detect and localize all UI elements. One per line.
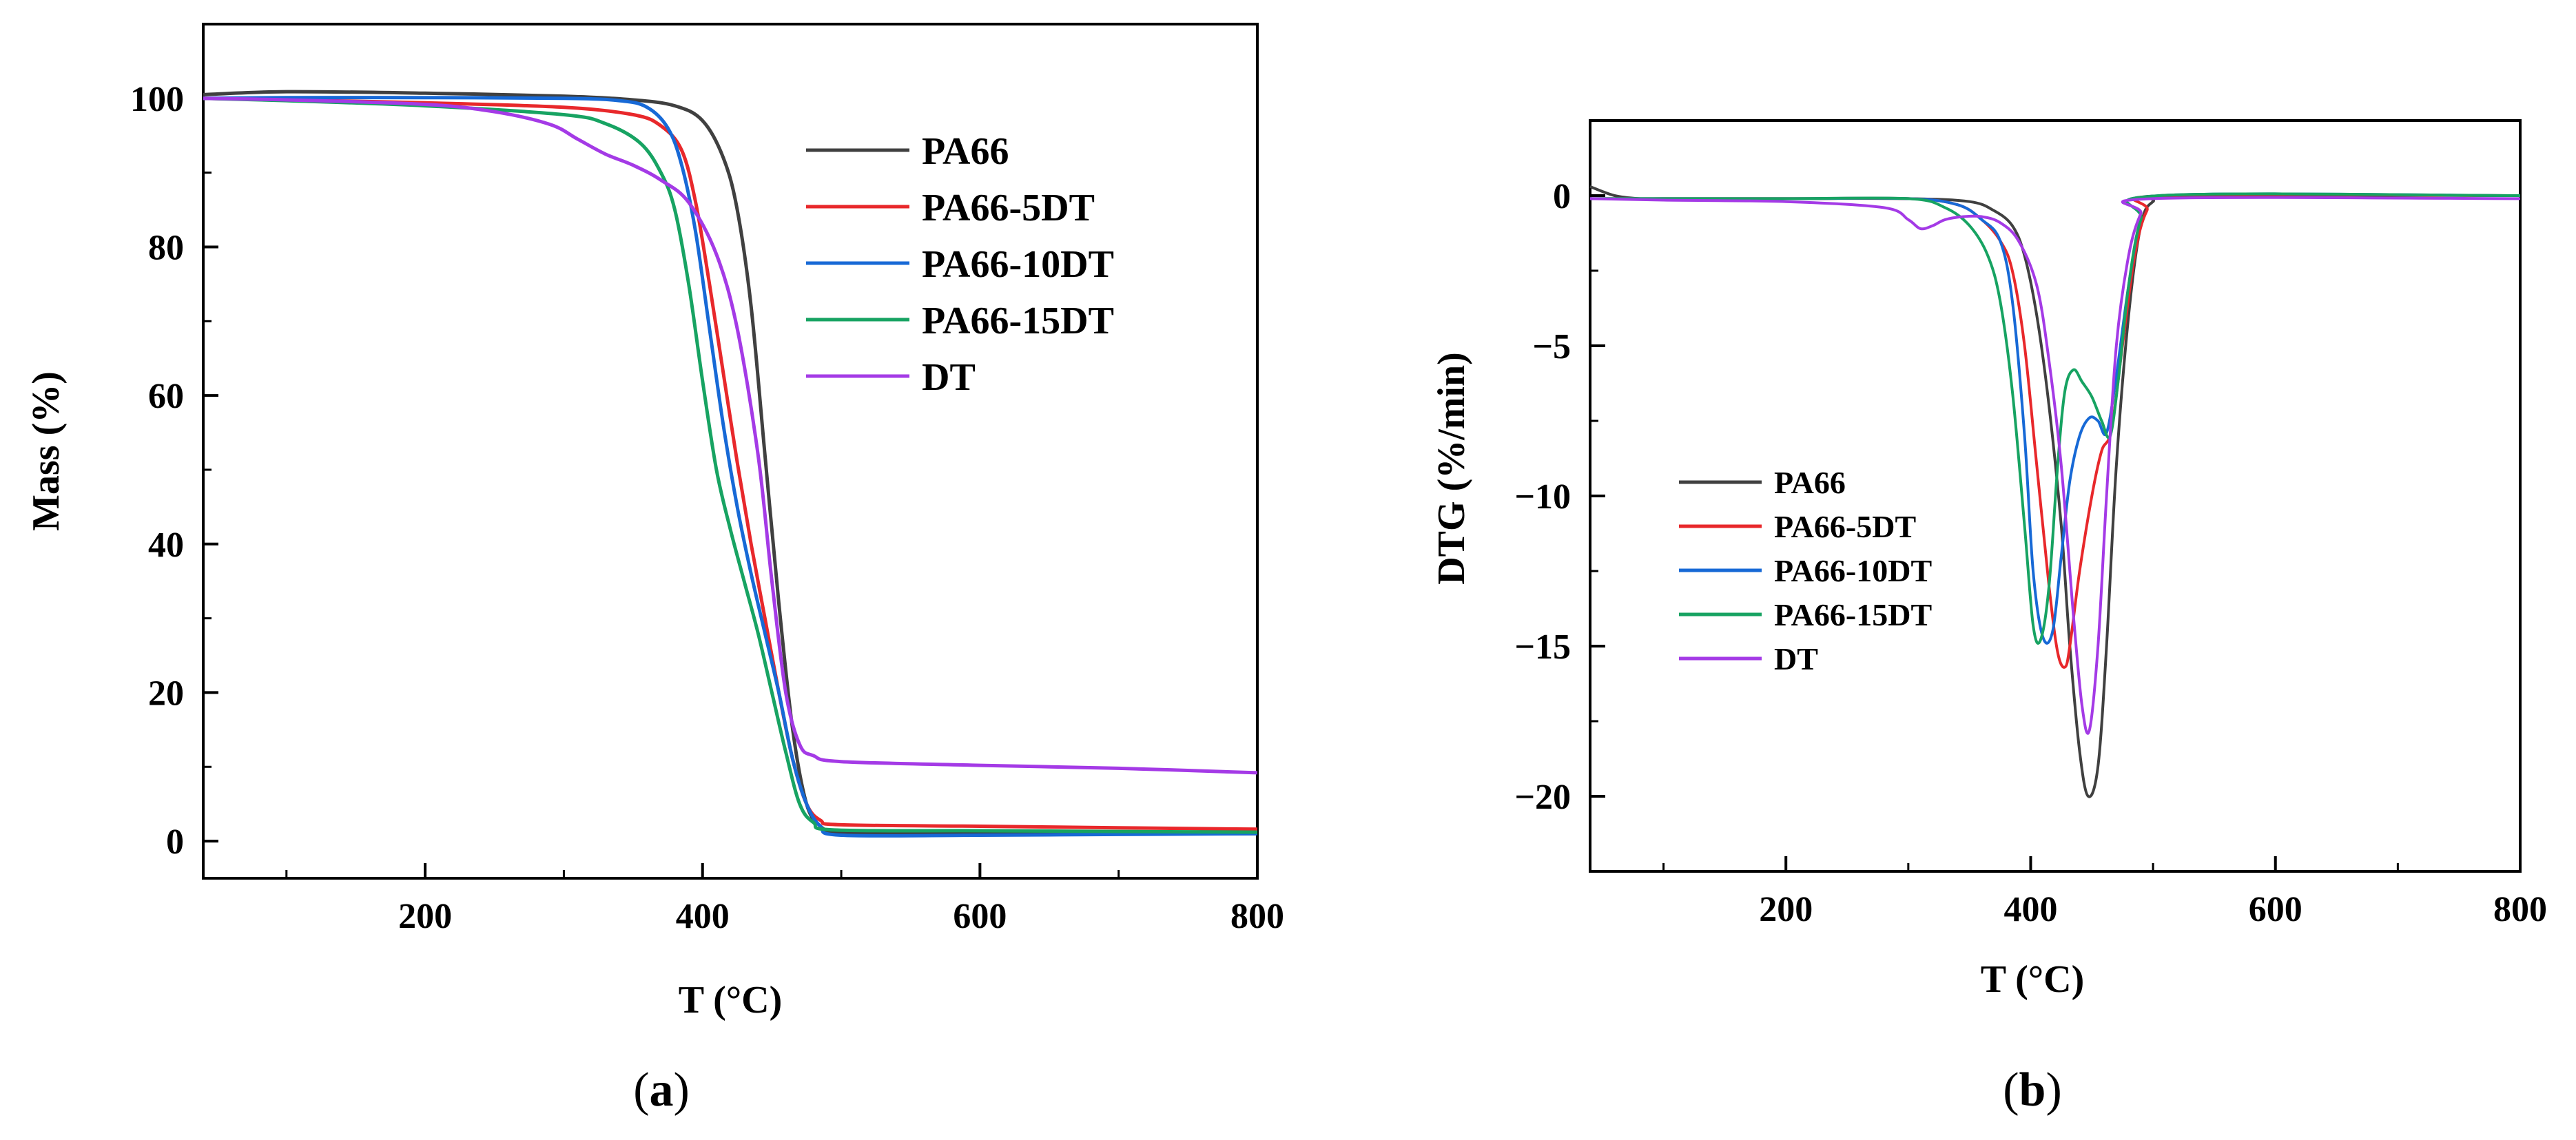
b-ticks: 200 400 600 800 0 −5 −10 −15 −20 (1514, 177, 2547, 929)
x-tick-label: 600 (953, 897, 1007, 936)
y-tick-label: 100 (130, 80, 184, 119)
series-line-pa66-5dt (1589, 193, 2521, 669)
y-tick-label: 20 (148, 674, 184, 713)
x-tick-label: 200 (398, 897, 452, 936)
y-axis-title-a: Mass (%) (25, 371, 68, 531)
x-tick-label: 800 (1230, 897, 1284, 936)
x-tick-label: 400 (676, 897, 730, 936)
panel-label-b: (b) (2003, 1064, 2062, 1117)
y-tick-label: 80 (148, 228, 184, 267)
y-tick-label: −5 (1532, 327, 1571, 366)
series-line-pa66-15dt (203, 96, 1258, 834)
legend-label: PA66-10DT (922, 243, 1114, 286)
y-tick-label: 60 (148, 377, 184, 416)
legend-label: PA66 (922, 130, 1009, 173)
y-tick-label: 0 (166, 822, 184, 862)
legend-label: PA66-15DT (922, 300, 1114, 342)
legend-label: DT (922, 356, 976, 399)
legend-label: PA66 (1774, 465, 1846, 500)
series-line-pa66-5dt (203, 96, 1258, 831)
a-series-group (203, 90, 1258, 838)
x-axis-title-b: T (°C) (1981, 958, 2084, 1001)
y-tick-label: −20 (1514, 778, 1571, 817)
legend-label: PA66-15DT (1774, 597, 1932, 632)
legend-label: DT (1774, 641, 1818, 676)
x-tick-label: 400 (2003, 890, 2057, 929)
x-axis-title-a: T (°C) (679, 979, 782, 1022)
x-tick-label: 600 (2249, 890, 2302, 929)
series-line-dt (203, 96, 1258, 775)
legend-label: PA66-10DT (1774, 553, 1932, 588)
b-legend: PA66 PA66-5DT PA66-10DT PA66-15DT DT (1679, 465, 1932, 676)
a-ticks: 200 400 600 800 0 20 40 60 80 100 (130, 80, 1284, 936)
y-tick-label: 40 (148, 526, 184, 565)
y-axis-title-b: DTG (%/min) (1430, 352, 1473, 585)
plot-frame-a (202, 23, 1259, 880)
series-line-dt (1589, 196, 2521, 735)
y-tick-label: 0 (1553, 177, 1571, 216)
y-tick-label: −10 (1514, 477, 1571, 517)
panel-label-a: (a) (633, 1064, 690, 1117)
series-line-pa66 (203, 90, 1257, 836)
legend-label: PA66-5DT (1774, 509, 1916, 544)
x-tick-label: 200 (1759, 890, 1813, 929)
series-line-pa66-15dt (1589, 192, 2521, 645)
series-line-pa66-10dt (203, 96, 1258, 838)
b-series-group (1589, 185, 2521, 798)
y-tick-label: −15 (1514, 628, 1571, 667)
legend-label: PA66-5DT (922, 187, 1095, 229)
x-tick-label: 800 (2493, 890, 2547, 929)
a-legend: PA66 PA66-5DT PA66-10DT PA66-15DT DT (806, 130, 1114, 399)
